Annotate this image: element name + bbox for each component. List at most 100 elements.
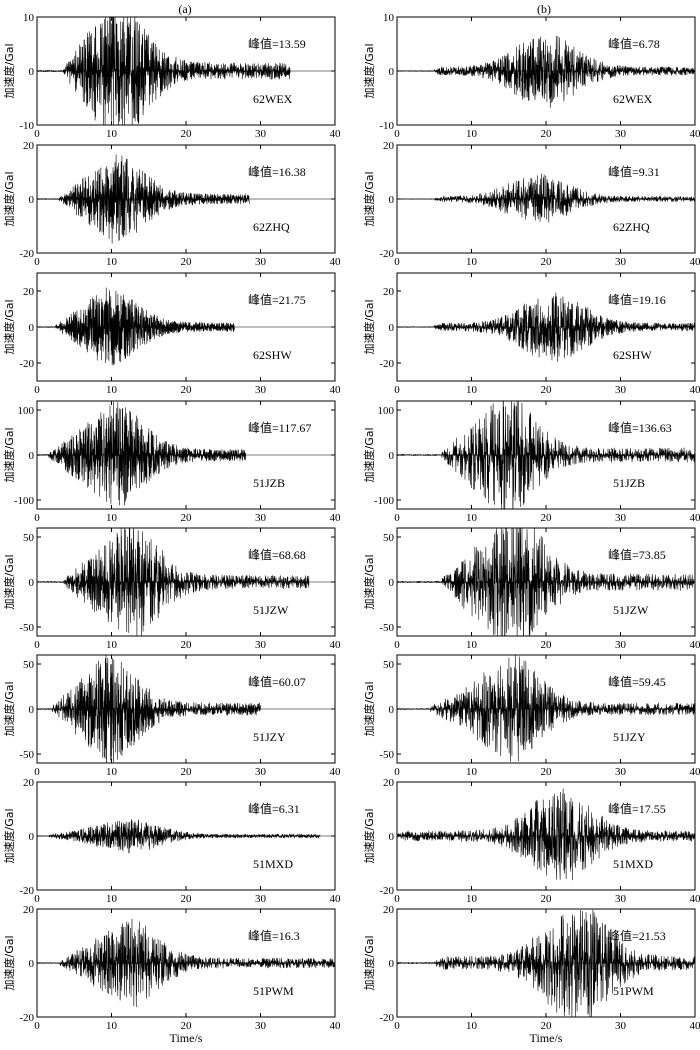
- x-tick-label: 40: [330, 1020, 342, 1032]
- peak-value-label: 峰值=60.07: [248, 674, 306, 689]
- station-label: 62SHW: [613, 348, 652, 362]
- station-label: 62ZHQ: [613, 220, 650, 234]
- y-tick-label: 50: [383, 532, 395, 544]
- x-tick-label: 20: [181, 766, 193, 778]
- acceleration-trace: [396, 173, 696, 223]
- x-tick-label: 0: [394, 128, 400, 140]
- y-tick-label: -20: [19, 1012, 34, 1024]
- x-tick-label: 10: [106, 639, 118, 651]
- acceleration-trace: [36, 527, 310, 637]
- y-tick-label: -10: [379, 120, 394, 132]
- y-tick-label: -50: [379, 749, 394, 761]
- station-label: 51JZW: [253, 603, 289, 617]
- y-tick-label: 100: [378, 405, 395, 417]
- y-tick-label: 100: [18, 405, 35, 417]
- y-tick-label: -50: [19, 749, 34, 761]
- station-label: 51MXD: [253, 857, 293, 871]
- y-tick-label: -20: [19, 248, 34, 260]
- x-tick-label: 20: [181, 512, 193, 524]
- x-tick-label: 30: [615, 384, 627, 396]
- y-tick-label: 0: [29, 450, 35, 462]
- x-tick-label: 30: [255, 512, 267, 524]
- x-tick-label: 40: [330, 512, 342, 524]
- y-tick-label: 20: [23, 904, 35, 916]
- x-tick-label: 30: [255, 639, 267, 651]
- y-tick-label: 20: [23, 140, 35, 152]
- acceleration-trace: [396, 292, 696, 362]
- x-tick-label: 0: [34, 766, 40, 778]
- x-tick-label: 20: [181, 128, 193, 140]
- x-tick-label: 10: [466, 512, 478, 524]
- y-axis-label: 加速度/Gal: [2, 43, 16, 98]
- y-axis-label: 加速度/Gal: [2, 427, 16, 482]
- x-tick-label: 40: [690, 256, 700, 268]
- y-tick-label: 0: [29, 958, 35, 970]
- x-tick-label: 0: [34, 128, 40, 140]
- y-axis-label: 加速度/Gal: [362, 935, 376, 990]
- x-tick-label: 0: [34, 384, 40, 396]
- y-tick-label: 50: [23, 659, 35, 671]
- x-tick-label: 30: [615, 1020, 627, 1032]
- x-tick-label: 40: [690, 384, 700, 396]
- peak-value-label: 峰值=21.53: [608, 928, 666, 943]
- x-tick-label: 10: [466, 893, 478, 905]
- station-label: 51JZW: [613, 603, 649, 617]
- acceleration-trace: [36, 918, 336, 1008]
- x-tick-label: 10: [466, 639, 478, 651]
- station-label: 51MXD: [613, 857, 653, 871]
- acceleration-trace: [396, 909, 696, 1018]
- y-tick-label: 0: [389, 831, 395, 843]
- y-axis-label: 加速度/Gal: [2, 299, 16, 354]
- acceleration-trace: [36, 819, 321, 854]
- station-label: 51PWM: [613, 984, 654, 998]
- x-tick-label: 20: [541, 639, 553, 651]
- station-label: 62SHW: [253, 348, 292, 362]
- x-tick-label: 20: [541, 766, 553, 778]
- x-tick-label: 40: [690, 128, 700, 140]
- x-tick-label: 0: [34, 256, 40, 268]
- x-tick-label: 20: [541, 893, 553, 905]
- x-tick-label: 10: [466, 1020, 478, 1032]
- x-tick-label: 10: [466, 128, 478, 140]
- x-tick-label: 30: [255, 1020, 267, 1032]
- y-tick-label: 0: [29, 66, 35, 78]
- x-tick-label: 0: [34, 893, 40, 905]
- y-tick-label: 20: [383, 140, 395, 152]
- x-tick-label: 20: [181, 639, 193, 651]
- x-tick-label: 30: [615, 512, 627, 524]
- y-tick-label: 0: [29, 577, 35, 589]
- y-axis-label: 加速度/Gal: [362, 43, 376, 98]
- y-tick-label: 20: [383, 904, 395, 916]
- station-label: 62WEX: [253, 92, 293, 106]
- y-axis-label: 加速度/Gal: [362, 554, 376, 609]
- x-tick-label: 20: [181, 893, 193, 905]
- peak-value-label: 峰值=59.45: [608, 674, 666, 689]
- peak-value-label: 峰值=6.31: [248, 801, 300, 816]
- x-tick-label: 30: [255, 256, 267, 268]
- acceleration-trace: [36, 655, 261, 764]
- x-tick-label: 30: [615, 893, 627, 905]
- y-tick-label: -20: [379, 1012, 394, 1024]
- x-tick-label: 40: [690, 512, 700, 524]
- y-tick-label: 0: [29, 831, 35, 843]
- x-tick-label: 0: [34, 1020, 40, 1032]
- y-tick-label: -20: [379, 358, 394, 370]
- x-tick-label: 0: [34, 639, 40, 651]
- acceleration-trace: [36, 154, 250, 244]
- y-tick-label: 0: [389, 704, 395, 716]
- y-tick-label: 0: [389, 577, 395, 589]
- station-label: 51PWM: [253, 984, 294, 998]
- acceleration-trace: [396, 788, 696, 881]
- x-tick-label: 20: [541, 384, 553, 396]
- x-tick-label: 10: [106, 1020, 118, 1032]
